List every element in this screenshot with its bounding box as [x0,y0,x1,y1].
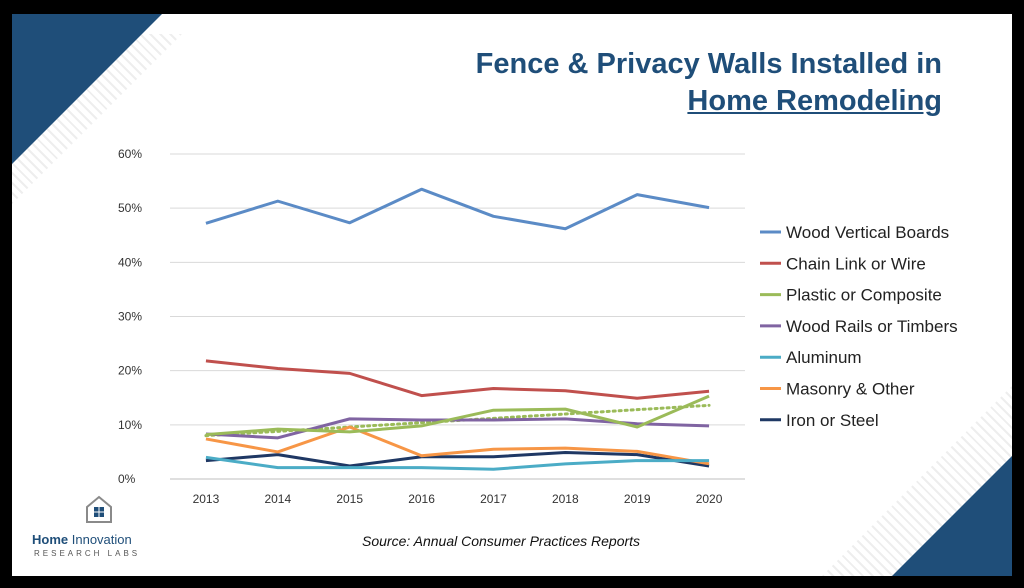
legend-label: Masonry & Other [786,380,915,399]
slide-title: Fence & Privacy Walls Installed in Home … [342,46,942,120]
series-line [205,359,710,400]
company-logo: Home Innovation RESEARCH LABS [32,494,172,564]
legend-label: Iron or Steel [786,411,879,430]
legend-label: Wood Rails or Timbers [786,317,958,336]
x-tick-label: 2019 [624,492,651,506]
y-tick-label: 10% [118,418,142,432]
title-line-1: Fence & Privacy Walls Installed in [475,48,942,80]
line-chart: 0% 10% 20% 30% 40% 50% 60% 2013 2014 2015 2016 2017… [118,147,958,506]
x-tick-label: 2013 [193,492,220,506]
series-line [205,187,710,231]
corner-triangle-decoration [12,14,162,164]
x-tick-label: 2015 [336,492,363,506]
slide: Fence & Privacy Walls Installed in Home … [12,14,1012,576]
series-line [205,450,710,468]
source-note: Source: Annual Consumer Practices Report… [362,533,641,549]
y-tick-label: 40% [118,255,142,269]
x-tick-label: 2014 [264,492,291,506]
legend-label: Aluminum [786,348,862,367]
x-tick-label: 2018 [552,492,579,506]
y-tick-label: 0% [118,472,136,486]
legend-label: Plastic or Composite [786,286,942,305]
title-line-2: Home Remodeling [687,85,942,117]
legend-label: Wood Vertical Boards [786,223,949,242]
logo-name: Home Innovation [32,532,132,547]
series-line [205,394,710,437]
x-tick-label: 2016 [408,492,435,506]
y-tick-label: 20% [118,364,142,378]
y-tick-label: 50% [118,201,142,215]
legend-label: Chain Link or Wire [786,254,926,273]
y-tick-label: 60% [118,147,142,161]
x-tick-label: 2020 [696,492,723,506]
x-tick-label: 2017 [480,492,507,506]
logo-name-rest: Innovation [71,532,132,547]
logo-subtitle: RESEARCH LABS [34,549,141,558]
house-icon [86,495,112,523]
y-tick-label: 30% [118,310,142,324]
series-line [205,455,710,471]
logo-name-bold: Home [32,532,69,547]
corner-triangle-decoration-bottom [892,456,1012,576]
series-line [205,425,710,466]
